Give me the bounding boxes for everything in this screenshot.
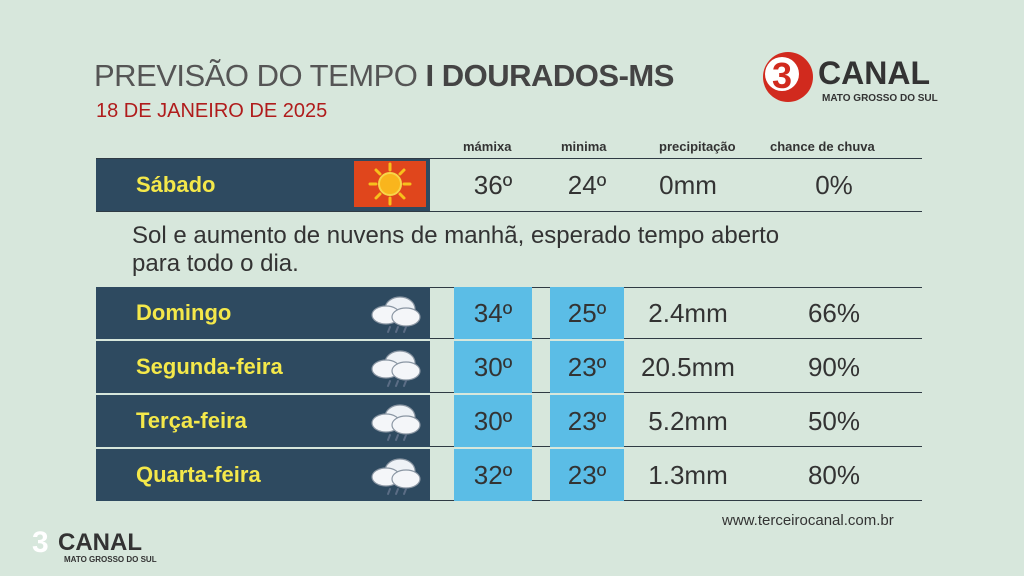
logo-number: 3 — [772, 55, 792, 96]
rain-cloud-icon — [371, 404, 421, 441]
rain-chance: 80% — [807, 459, 861, 490]
logo-tagline: MATO GROSSO DO SUL — [822, 93, 938, 104]
row-divider — [430, 500, 922, 501]
canal-logo-footer: 3 CANAL MATO GROSSO DO SUL — [32, 526, 157, 564]
max-temp: 30º — [454, 395, 532, 447]
precipitation: 20.5mm — [641, 351, 735, 382]
title-location: I DOURADOS-MS — [425, 58, 675, 93]
min-temp: 23º — [550, 341, 624, 393]
footer-logo-tagline: MATO GROSSO DO SUL — [64, 555, 157, 564]
row-divider — [430, 338, 922, 339]
column-header-chance: chance de chuva — [770, 139, 875, 154]
min-temp: 23º — [550, 449, 624, 501]
column-header-min: minima — [561, 139, 607, 154]
day-label: Quarta-feira — [136, 462, 261, 487]
min-temp: 23º — [550, 395, 624, 447]
max-temp: 30º — [454, 341, 532, 393]
day-label: Sábado — [136, 172, 216, 197]
day-label: Domingo — [136, 300, 232, 325]
min-temp: 24º — [567, 169, 607, 200]
day-label: Terça-feira — [136, 408, 247, 433]
canal-logo: 3 CANAL MATO GROSSO DO SUL — [763, 52, 938, 104]
forecast-row: Terça-feira 30º 23º 5.2mm 50% — [96, 395, 922, 447]
rain-chance: 0% — [815, 169, 853, 200]
precipitation: 2.4mm — [648, 297, 728, 328]
rain-cloud-icon — [371, 458, 421, 495]
title-prefix: PREVISÃO DO TEMPO — [94, 58, 418, 93]
min-temp: 25º — [550, 287, 624, 339]
precipitation: 5.2mm — [648, 405, 728, 436]
precipitation: 0mm — [659, 169, 717, 200]
logo-inner-circle — [765, 57, 799, 91]
rain-chance: 66% — [807, 297, 861, 328]
day-label: Segunda-feira — [136, 354, 283, 379]
column-header-max: mámixa — [463, 139, 512, 154]
rain-cloud-icon — [371, 296, 421, 333]
max-temp: 34º — [454, 287, 532, 339]
today-row: Sábado 36º 24º 0mm 0% — [96, 158, 922, 212]
forecast-date: 18 DE JANEIRO DE 2025 — [96, 100, 328, 122]
rain-chance: 90% — [807, 351, 861, 382]
website-url: www.terceirocanal.com.br — [722, 512, 894, 529]
row-divider — [430, 392, 922, 393]
footer-logo-name: CANAL — [58, 529, 142, 556]
rain-chance: 50% — [807, 405, 861, 436]
footer-logo-number: 3 — [32, 526, 49, 559]
sun-icon — [368, 162, 412, 206]
row-divider — [96, 211, 922, 212]
column-header-precip: precipitação — [659, 139, 736, 154]
precipitation: 1.3mm — [648, 459, 728, 490]
sun-icon-box — [354, 161, 426, 207]
forecast-row: Quarta-feira 32º 23º 1.3mm 80% — [96, 449, 922, 501]
logo-name: CANAL — [818, 55, 930, 91]
max-temp: 32º — [454, 449, 532, 501]
rain-cloud-icon — [371, 350, 421, 387]
forecast-row: Domingo 34º 25º 2.4mm 66% — [96, 287, 922, 339]
max-temp: 36º — [473, 169, 513, 200]
page-title: PREVISÃO DO TEMPO I DOURADOS-MS — [94, 58, 674, 94]
row-divider — [96, 158, 922, 159]
row-divider — [430, 446, 922, 447]
row-divider — [430, 287, 922, 288]
forecast-row: Segunda-feira 30º 23º 20.5mm 90% — [96, 341, 922, 393]
today-description: Sol e aumento de nuvens de manhã, espera… — [132, 222, 780, 277]
